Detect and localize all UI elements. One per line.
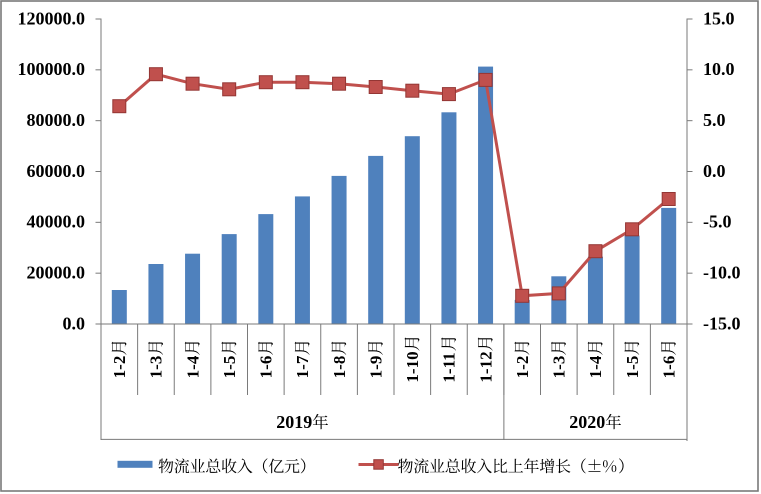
svg-text:1-4: 1-4 — [183, 355, 202, 378]
svg-text:-5.0: -5.0 — [703, 212, 732, 232]
svg-text:5.0: 5.0 — [703, 110, 726, 130]
svg-text:1-5: 1-5 — [623, 356, 642, 379]
svg-text:40000.0: 40000.0 — [27, 212, 86, 232]
svg-text:80000.0: 80000.0 — [27, 110, 86, 130]
svg-text:1-3: 1-3 — [147, 356, 166, 379]
svg-text:10.0: 10.0 — [703, 59, 735, 79]
svg-text:2020: 2020 — [569, 412, 605, 432]
svg-text:100000.0: 100000.0 — [18, 59, 86, 79]
svg-text:1-8: 1-8 — [330, 356, 349, 379]
svg-text:0.0: 0.0 — [703, 161, 726, 181]
svg-text:1-2: 1-2 — [110, 356, 129, 379]
svg-text:-10.0: -10.0 — [703, 263, 741, 283]
svg-text:1-3: 1-3 — [550, 356, 569, 379]
svg-text:-15.0: -15.0 — [703, 313, 741, 333]
svg-text:1-7: 1-7 — [293, 355, 312, 378]
svg-text:1-9: 1-9 — [366, 356, 385, 379]
svg-text:20000.0: 20000.0 — [27, 263, 86, 283]
svg-text:1-11: 1-11 — [440, 352, 459, 382]
svg-text:1-10: 1-10 — [403, 351, 422, 382]
svg-text:120000.0: 120000.0 — [18, 8, 86, 28]
svg-text:1-2: 1-2 — [513, 356, 532, 379]
svg-text:1-12: 1-12 — [476, 351, 495, 382]
svg-text:1-6: 1-6 — [659, 356, 678, 379]
svg-text:1-4: 1-4 — [586, 355, 605, 378]
svg-text:15.0: 15.0 — [703, 8, 735, 28]
svg-text:1-5: 1-5 — [220, 356, 239, 379]
svg-text:60000.0: 60000.0 — [27, 161, 86, 181]
svg-text:1-6: 1-6 — [257, 356, 276, 379]
svg-text:0.0: 0.0 — [63, 313, 86, 333]
svg-text:2019: 2019 — [276, 412, 312, 432]
